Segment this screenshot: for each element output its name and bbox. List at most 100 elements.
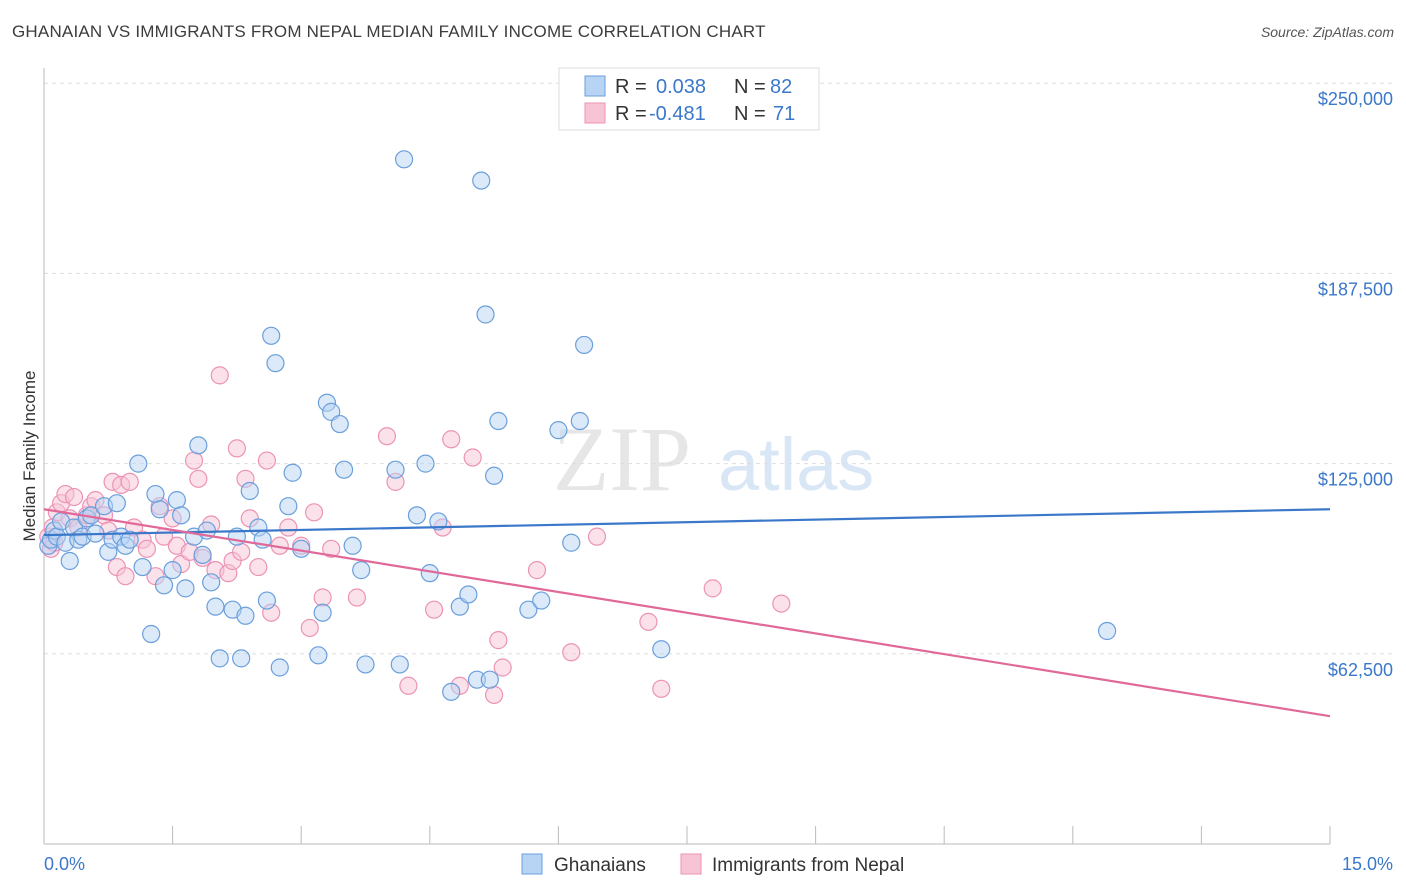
bottom-legend-label-nepal: Immigrants from Nepal	[712, 855, 904, 876]
y-tick-label-2: $187,500	[1318, 279, 1393, 299]
watermark-atlas: atlas	[718, 423, 874, 506]
nepal-point-17	[120, 472, 139, 491]
nepal-point-60	[489, 631, 508, 650]
legend-r-label-ghanaians: R =	[615, 76, 647, 98]
source-label: Source: ZipAtlas.com	[1260, 24, 1394, 40]
nepal-point-28	[184, 451, 204, 470]
nepal-point-65	[639, 612, 658, 631]
watermark: ZIP atlas	[553, 408, 874, 510]
nepal-point-58	[463, 448, 482, 467]
ghanaians-point-82	[652, 640, 671, 659]
ghanaians-point-20	[129, 454, 148, 473]
ghanaians-point-67	[442, 682, 461, 701]
nepal-point-20	[137, 539, 156, 558]
ghanaians-point-34	[202, 573, 221, 592]
nepal-point-16	[116, 567, 135, 586]
stats-legend: R = 0.038 N = 82 R = -0.481 N = 71	[558, 67, 820, 131]
bottom-legend-label-ghanaians: Ghanaians	[554, 855, 646, 876]
nepal-point-63	[562, 643, 581, 662]
ghanaians-point-59	[356, 655, 375, 674]
ghanaians-point-76	[519, 600, 538, 619]
ghanaians-point-27	[167, 491, 186, 510]
nepal-point-68	[772, 594, 791, 613]
ghanaians-point-78	[549, 421, 568, 440]
nepal-point-62	[527, 561, 547, 580]
ghanaians-point-26	[163, 561, 182, 580]
nepal-trend-line	[43, 508, 1331, 718]
gridlines	[44, 82, 1395, 655]
nepal-point-40	[249, 557, 268, 577]
nepal-point-33	[210, 366, 229, 385]
y-tick-label-1: $125,000	[1318, 470, 1393, 490]
ghanaians-point-25	[154, 576, 174, 595]
trend-lines	[43, 508, 1331, 718]
legend-n-label-nepal: N =	[734, 103, 766, 125]
nepal-point-53	[399, 676, 418, 695]
ghanaians-point-62	[394, 150, 414, 169]
y-axis-label: Median Family Income	[20, 370, 39, 541]
series-legend: Ghanaians Immigrants from Nepal	[521, 853, 904, 876]
ghanaians-point-22	[142, 624, 161, 644]
ghanaians-point-41	[240, 481, 259, 501]
nepal-point-36	[227, 439, 246, 458]
nepal-point-56	[442, 430, 461, 449]
nepal-point-67	[703, 579, 722, 598]
ghanaians-point-47	[270, 658, 289, 677]
nepal-point-48	[313, 588, 332, 607]
nepal-point-49	[322, 539, 341, 558]
series-ghanaians-points	[39, 150, 1117, 701]
ghanaians-point-49	[283, 463, 302, 482]
x-ticks	[43, 826, 1331, 844]
ghanaians-point-35	[206, 597, 225, 616]
ghanaians-point-52	[313, 603, 332, 622]
ghanaians-point-6	[60, 551, 79, 571]
ghanaians-trend-line	[43, 508, 1331, 537]
bottom-legend-swatch-nepal	[680, 853, 702, 875]
ghanaians-point-36	[210, 649, 229, 668]
ghanaians-point-55	[330, 414, 349, 434]
ghanaians-point-45	[262, 326, 281, 345]
legend-swatch-nepal	[584, 102, 606, 124]
ghanaians-point-80	[570, 411, 589, 431]
ghanaians-point-31	[189, 436, 208, 455]
ghanaians-point-40	[236, 606, 255, 625]
ghanaians-point-46	[266, 354, 285, 373]
ghanaians-point-74	[485, 466, 504, 485]
ghanaians-point-61	[390, 655, 409, 674]
ghanaians-point-69	[459, 585, 478, 604]
ghanaians-point-29	[176, 579, 195, 598]
legend-n-value-nepal: 71	[773, 103, 795, 125]
nepal-point-66	[652, 679, 671, 698]
ghanaians-point-57	[343, 536, 362, 555]
nepal-point-44	[279, 518, 298, 537]
nepal-point-64	[587, 527, 607, 546]
legend-n-value-ghanaians: 82	[770, 76, 792, 98]
ghanaians-point-66	[429, 512, 448, 531]
x-tick-label-max: 15.0%	[1342, 854, 1393, 874]
ghanaians-point-60	[386, 460, 405, 479]
legend-r-label-nepal: R =	[615, 103, 647, 125]
ghanaians-point-79	[562, 533, 581, 552]
nepal-point-47	[304, 503, 324, 522]
ghanaians-point-77	[532, 591, 551, 610]
ghanaians-point-51	[309, 646, 328, 665]
ghanaians-point-21	[133, 557, 152, 577]
ghanaians-point-28	[172, 506, 191, 525]
nepal-point-6	[64, 487, 84, 507]
x-tick-label-min: 0.0%	[44, 854, 85, 874]
legend-r-value-ghanaians: 0.038	[656, 76, 706, 98]
ghanaians-point-48	[279, 497, 298, 516]
ghanaians-point-75	[489, 411, 508, 431]
ghanaians-point-72	[476, 305, 495, 324]
ghanaians-point-32	[193, 545, 212, 565]
ghanaians-point-73	[480, 670, 499, 689]
nepal-point-50	[347, 588, 367, 607]
legend-swatch-ghanaians	[584, 75, 606, 97]
ghanaians-point-81	[575, 335, 594, 355]
y-tick-label-3: $250,000	[1318, 89, 1393, 109]
ghanaians-point-19	[120, 530, 139, 549]
ghanaians-point-58	[352, 561, 371, 580]
ghanaians-point-23	[146, 484, 165, 504]
ghanaians-point-64	[416, 454, 435, 473]
legend-r-value-nepal: -0.481	[649, 103, 706, 125]
